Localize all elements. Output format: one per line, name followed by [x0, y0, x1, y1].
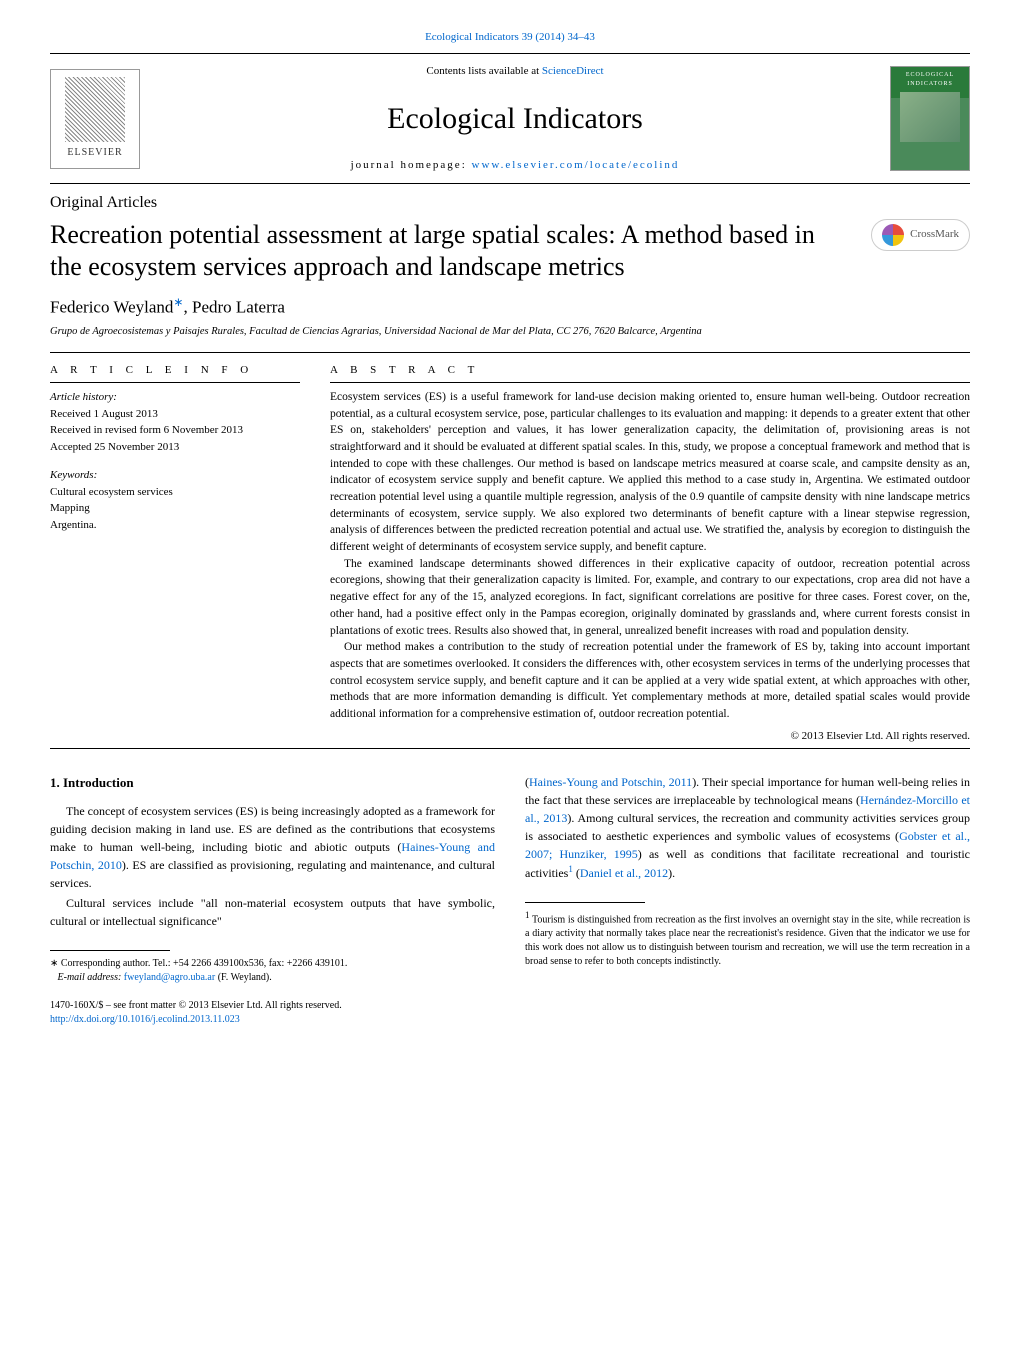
- ref-hainesyoung-2011[interactable]: Haines-Young and Potschin, 2011: [529, 775, 692, 789]
- right-p1e: (: [573, 866, 580, 880]
- affiliation-rule: [50, 352, 970, 353]
- footnote-rule-right: [525, 902, 645, 903]
- masthead-rule: [50, 183, 970, 184]
- body-left-col: 1. Introduction The concept of ecosystem…: [50, 773, 495, 1028]
- article-title: Recreation potential assessment at large…: [50, 219, 851, 284]
- right-p1f: ).: [668, 866, 675, 880]
- article-info-col: A R T I C L E I N F O Article history: R…: [50, 363, 300, 744]
- history-received: Received 1 August 2013: [50, 406, 300, 423]
- intro-p1: The concept of ecosystem services (ES) i…: [50, 802, 495, 892]
- info-label: A R T I C L E I N F O: [50, 363, 300, 378]
- author-2: , Pedro Laterra: [183, 297, 284, 316]
- masthead-center: Contents lists available at ScienceDirec…: [140, 64, 890, 173]
- sciencedirect-link[interactable]: ScienceDirect: [542, 65, 604, 77]
- authors: Federico Weyland∗, Pedro Laterra: [50, 294, 970, 319]
- journal-cover[interactable]: ECOLOGICAL INDICATORS: [890, 66, 970, 171]
- abstract-p2: The examined landscape determinants show…: [330, 556, 970, 639]
- contents-prefix: Contents lists available at: [426, 65, 541, 77]
- issn-line: 1470-160X/$ – see front matter © 2013 El…: [50, 999, 495, 1013]
- homepage-link[interactable]: www.elsevier.com/locate/ecolind: [472, 159, 680, 171]
- top-rule: [50, 53, 970, 54]
- cover-title: ECOLOGICAL INDICATORS: [895, 71, 965, 88]
- keyword-2: Mapping: [50, 500, 300, 517]
- footer-info: 1470-160X/$ – see front matter © 2013 El…: [50, 999, 495, 1027]
- corresponding-footnote: ∗ Corresponding author. Tel.: +54 2266 4…: [50, 957, 495, 985]
- cover-image-icon: [900, 92, 960, 142]
- journal-title: Ecological Indicators: [140, 98, 890, 140]
- copyright: © 2013 Elsevier Ltd. All rights reserved…: [330, 729, 970, 744]
- title-row: Recreation potential assessment at large…: [50, 219, 970, 284]
- article-type: Original Articles: [50, 192, 970, 214]
- crossmark-icon: [882, 224, 904, 246]
- email-suffix: (F. Weyland).: [215, 972, 272, 983]
- corr-star-icon[interactable]: ∗: [173, 295, 183, 309]
- publisher-logo[interactable]: ELSEVIER: [50, 69, 140, 169]
- body-right-col: (Haines-Young and Potschin, 2011). Their…: [525, 773, 970, 1028]
- keywords-block: Keywords: Cultural ecosystem services Ma…: [50, 467, 300, 533]
- section-heading-1: 1. Introduction: [50, 773, 495, 793]
- history-heading: Article history:: [50, 389, 300, 406]
- footnote-rule-left: [50, 950, 170, 951]
- fn1-text: Tourism is distinguished from recreation…: [525, 914, 970, 967]
- intro-p2: Cultural services include "all non-mater…: [50, 894, 495, 930]
- body-section: 1. Introduction The concept of ecosystem…: [50, 773, 970, 1028]
- history-accepted: Accepted 25 November 2013: [50, 439, 300, 456]
- homepage-prefix: journal homepage:: [351, 159, 472, 171]
- journal-homepage: journal homepage: www.elsevier.com/locat…: [140, 158, 890, 173]
- ref-daniel-2012[interactable]: Daniel et al., 2012: [580, 866, 668, 880]
- history-revised: Received in revised form 6 November 2013: [50, 422, 300, 439]
- elsevier-tree-icon: [65, 77, 125, 142]
- corr-text: Corresponding author. Tel.: +54 2266 439…: [58, 958, 347, 969]
- abstract-bottom-rule: [50, 748, 970, 749]
- abstract-rule: [330, 382, 970, 383]
- footnote-1: 1 Tourism is distinguished from recreati…: [525, 909, 970, 969]
- keyword-3: Argentina.: [50, 517, 300, 534]
- info-rule: [50, 382, 300, 383]
- intro-p-cont: (Haines-Young and Potschin, 2011). Their…: [525, 773, 970, 882]
- header-citation[interactable]: Ecological Indicators 39 (2014) 34–43: [50, 30, 970, 45]
- crossmark-button[interactable]: CrossMark: [871, 219, 970, 251]
- abstract-p1: Ecosystem services (ES) is a useful fram…: [330, 389, 970, 556]
- publisher-name: ELSEVIER: [67, 146, 122, 160]
- masthead: ELSEVIER Contents lists available at Sci…: [50, 64, 970, 173]
- abstract-label: A B S T R A C T: [330, 363, 970, 378]
- keywords-heading: Keywords:: [50, 467, 300, 484]
- crossmark-label: CrossMark: [910, 227, 959, 242]
- history-block: Article history: Received 1 August 2013 …: [50, 389, 300, 455]
- email-link[interactable]: fweyland@agro.uba.ar: [124, 972, 215, 983]
- abstract-col: A B S T R A C T Ecosystem services (ES) …: [330, 363, 970, 744]
- email-label: E-mail address:: [58, 972, 124, 983]
- affiliation: Grupo de Agroecosistemas y Paisajes Rura…: [50, 325, 970, 340]
- info-abstract-row: A R T I C L E I N F O Article history: R…: [50, 363, 970, 744]
- author-1: Federico Weyland: [50, 297, 173, 316]
- keyword-1: Cultural ecosystem services: [50, 484, 300, 501]
- doi-link[interactable]: http://dx.doi.org/10.1016/j.ecolind.2013…: [50, 1014, 240, 1025]
- contents-line: Contents lists available at ScienceDirec…: [140, 64, 890, 79]
- abstract-text: Ecosystem services (ES) is a useful fram…: [330, 389, 970, 722]
- abstract-p3: Our method makes a contribution to the s…: [330, 639, 970, 722]
